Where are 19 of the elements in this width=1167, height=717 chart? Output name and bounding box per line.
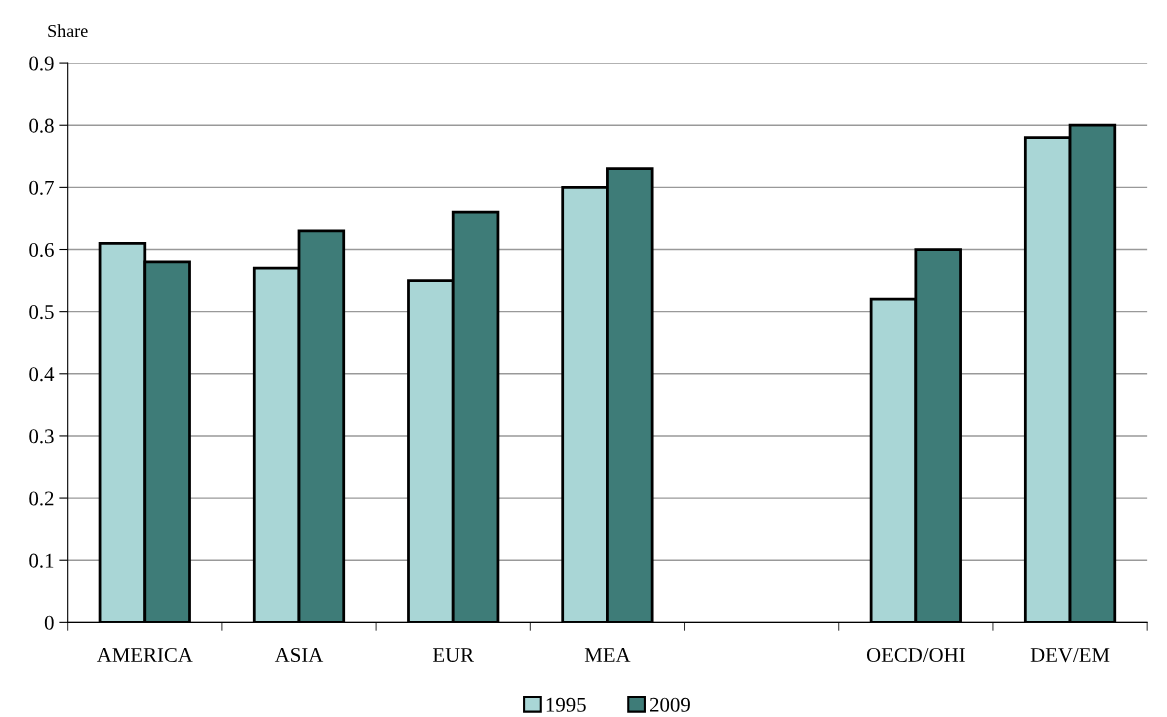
x-tick-label: AMERICA (96, 648, 193, 663)
x-tick-label: DEV/EM (1030, 648, 1110, 663)
y-tick-label: 0 (44, 615, 54, 630)
y-tick-label: 0.9 (29, 56, 54, 71)
y-tick-label: 0.6 (29, 242, 54, 258)
y-tick-label: 0.1 (29, 553, 54, 568)
y-tick-label: 0.3 (29, 429, 54, 444)
x-tick-label: EUR (432, 648, 475, 663)
x-tick-label: OECD/OHI (866, 648, 965, 663)
y-tick-label: 0.2 (29, 491, 54, 506)
y-tick-label: 0.4 (29, 367, 55, 382)
x-tick-label: ASIA (274, 648, 324, 663)
x-tick-label: MEA (584, 648, 631, 662)
legend-label: 2009 (650, 697, 690, 712)
legend-label: 1995 (546, 697, 586, 712)
y-tick-label: 0.5 (29, 305, 54, 320)
y-tick-label: 0.7 (29, 180, 54, 195)
y-axis-title: Share (48, 24, 88, 38)
y-tick-label: 0.8 (29, 118, 54, 133)
